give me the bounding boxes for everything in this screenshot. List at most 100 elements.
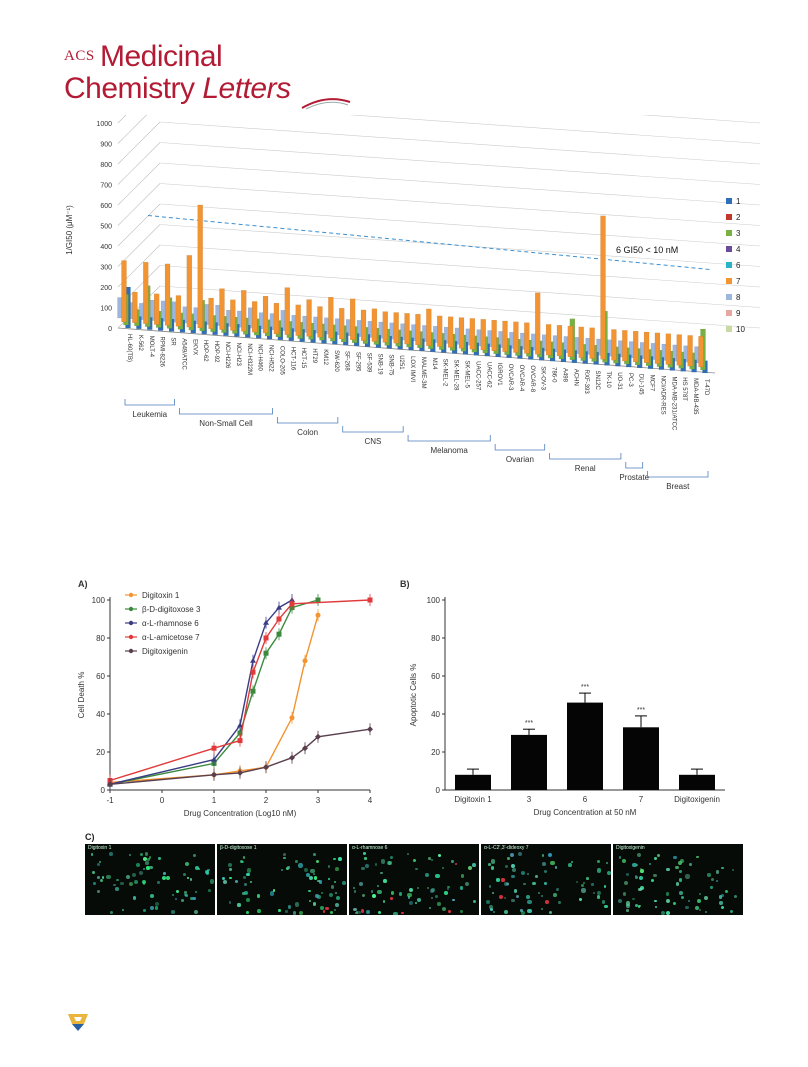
cell-dot bbox=[640, 886, 645, 891]
cell-dot bbox=[488, 904, 493, 909]
cell-dot bbox=[678, 891, 683, 895]
data-point bbox=[263, 764, 269, 771]
cell-dot bbox=[666, 867, 670, 872]
cell-dot bbox=[143, 909, 146, 912]
cell-dot bbox=[513, 889, 518, 893]
x-tick-label: KM12 bbox=[322, 349, 328, 365]
data-point bbox=[315, 597, 321, 603]
bar bbox=[458, 317, 465, 349]
data-point bbox=[302, 745, 308, 752]
cell-dot bbox=[195, 865, 200, 870]
bar bbox=[306, 299, 312, 337]
legend-label: α-L-rhamnose 6 bbox=[142, 619, 199, 628]
cell-dot bbox=[389, 897, 393, 901]
cell-dot bbox=[593, 892, 596, 895]
data-point bbox=[211, 745, 217, 751]
cell-dot bbox=[540, 907, 544, 910]
cell-dot bbox=[409, 901, 414, 906]
cell-dot bbox=[719, 895, 723, 899]
series-4 bbox=[107, 723, 373, 791]
cell-dot bbox=[626, 904, 631, 908]
cell-dot bbox=[362, 852, 366, 855]
x-tick-label: 3 bbox=[527, 795, 532, 804]
cell-dot bbox=[685, 905, 689, 910]
data-point bbox=[237, 730, 243, 736]
cell-dot bbox=[333, 857, 336, 861]
cell-dot bbox=[120, 881, 124, 886]
cell-dot bbox=[472, 863, 476, 867]
cell-dot bbox=[180, 898, 184, 903]
cell-dot bbox=[312, 902, 317, 906]
cell-dot bbox=[185, 894, 189, 898]
cell-dot bbox=[666, 910, 671, 915]
cell-dot bbox=[240, 860, 243, 864]
cell-dot bbox=[97, 875, 100, 879]
cell-dot bbox=[523, 882, 527, 886]
cell-dot bbox=[540, 895, 543, 898]
x-tick-label: HL-60(TB) bbox=[126, 334, 132, 362]
bar bbox=[611, 329, 617, 361]
x-tick-label: Digitoxin 1 bbox=[454, 795, 492, 804]
cell-dot bbox=[204, 870, 209, 875]
group-brace bbox=[179, 408, 273, 415]
cell-dot bbox=[154, 906, 159, 910]
cell-dot bbox=[113, 883, 117, 887]
cell-dot bbox=[554, 866, 558, 869]
cell-dot bbox=[407, 892, 412, 898]
bar bbox=[328, 296, 334, 339]
x-tick-label: IGROV1 bbox=[496, 363, 502, 386]
bar bbox=[284, 287, 290, 335]
cell-dot bbox=[364, 857, 367, 860]
cell-dot bbox=[721, 867, 724, 870]
cell-dot bbox=[428, 857, 431, 860]
cell-dot bbox=[336, 896, 341, 901]
cell-dot bbox=[579, 898, 582, 901]
grid-side bbox=[117, 121, 161, 165]
cell-dot bbox=[128, 882, 133, 887]
grid-side bbox=[117, 142, 161, 185]
bar bbox=[219, 288, 225, 330]
x-tick-label: UACC-257 bbox=[474, 361, 480, 391]
bar bbox=[578, 326, 584, 358]
cell-dot bbox=[626, 872, 630, 876]
bar bbox=[262, 295, 269, 334]
bar bbox=[469, 318, 476, 350]
bar bbox=[415, 314, 421, 346]
cell-dot bbox=[493, 911, 496, 914]
cell-dot bbox=[704, 910, 707, 914]
cell-dot bbox=[221, 877, 226, 881]
cell-dot bbox=[678, 860, 683, 866]
cell-dot bbox=[634, 903, 639, 908]
x-tick-label: EKVX bbox=[191, 339, 197, 355]
bar bbox=[393, 312, 399, 344]
cell-dot bbox=[121, 909, 124, 912]
x-tick-label: COLO-205 bbox=[278, 346, 284, 376]
cell-dot bbox=[353, 889, 357, 893]
cell-dot bbox=[184, 893, 187, 897]
legend-label: 8 bbox=[736, 293, 741, 302]
data-point bbox=[276, 604, 282, 610]
micrograph-label: Digitoxigenin bbox=[616, 845, 645, 851]
y-tick-label: 200 bbox=[100, 285, 112, 292]
cell-dot bbox=[435, 873, 440, 878]
bar bbox=[589, 327, 595, 359]
micrograph: Digitoxigenin bbox=[613, 844, 743, 915]
legend-label: 2 bbox=[736, 213, 741, 222]
cell-dot bbox=[314, 876, 318, 880]
bar bbox=[251, 301, 258, 333]
x-tick-label: NCI-H23 bbox=[235, 342, 241, 366]
cell-dot bbox=[141, 879, 146, 884]
group-label: Colon bbox=[297, 428, 318, 437]
cell-dot bbox=[430, 858, 434, 862]
cell-dot bbox=[316, 879, 320, 883]
x-tick-label: RPMI-8226 bbox=[159, 337, 165, 368]
cell-dot bbox=[330, 885, 335, 889]
cell-dot bbox=[407, 895, 411, 899]
cell-dot bbox=[222, 879, 228, 884]
cell-dot bbox=[162, 875, 167, 880]
x-tick-label: 4 bbox=[368, 796, 373, 805]
x-tick-label: 7 bbox=[639, 795, 644, 804]
group-brace bbox=[407, 435, 491, 442]
x-tick-label: MDA-MB-435 bbox=[692, 378, 698, 415]
x-tick-label: UO-31 bbox=[616, 372, 622, 390]
